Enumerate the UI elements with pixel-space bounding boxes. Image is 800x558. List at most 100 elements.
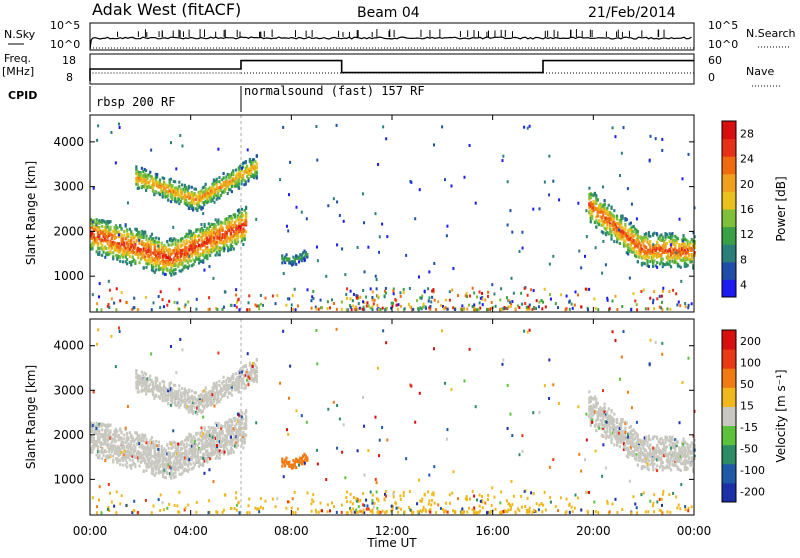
power-clutter: [246, 308, 248, 311]
power-clutter: [174, 301, 176, 304]
velocity-cell: [98, 456, 100, 459]
power-cell: [195, 188, 197, 191]
power-clutter: [372, 308, 374, 311]
power-speck: [549, 263, 551, 266]
power-cell: [138, 187, 140, 190]
velocity-cell: [206, 458, 208, 461]
power-cell: [178, 185, 180, 188]
power-cell: [590, 220, 592, 223]
power-clutter: [346, 287, 348, 290]
power-speck: [661, 138, 663, 141]
power-cell: [237, 240, 239, 243]
velocity-cell: [190, 433, 192, 436]
velocity-cell: [129, 458, 131, 461]
power-cell: [147, 241, 149, 244]
power-cell: [677, 237, 679, 240]
velocity-cell: [116, 430, 118, 433]
power-clutter: [362, 289, 364, 292]
power-speck: [446, 225, 448, 228]
power-cell: [591, 217, 593, 220]
power-cell: [234, 216, 236, 219]
velocity-cell: [174, 442, 176, 445]
power-speck: [679, 218, 681, 221]
power-cell: [691, 260, 693, 263]
velocity-cell: [111, 450, 113, 453]
power-cell: [197, 251, 199, 254]
power-cell: [138, 261, 140, 264]
power-cell: [186, 246, 188, 249]
power-clutter: [254, 304, 256, 307]
power-clutter: [428, 296, 430, 299]
power-cell: [256, 166, 258, 169]
power-speck: [682, 177, 684, 180]
power-speck: [343, 220, 345, 223]
velocity-cell: [194, 437, 196, 440]
power-cell: [145, 238, 147, 241]
power-clutter: [538, 301, 540, 304]
power-speck: [405, 254, 407, 257]
velocity-cell: [145, 373, 147, 376]
velocity-cell: [91, 451, 93, 454]
velocity-cell: [166, 444, 168, 447]
power-cell: [151, 233, 153, 236]
power-clutter: [662, 287, 664, 290]
power-clutter: [653, 290, 655, 293]
velocity-cell: [134, 449, 136, 452]
power-clutter: [116, 287, 118, 290]
power-cell: [239, 173, 241, 176]
power-cell: [232, 173, 234, 176]
nsky-tick-right-top: 10^5: [708, 19, 738, 32]
power-cell: [186, 249, 188, 252]
power-speck: [375, 275, 377, 278]
power-cell: [168, 244, 170, 247]
power-cell: [590, 196, 592, 199]
velocity-cell: [221, 432, 223, 435]
power-speck: [306, 217, 308, 220]
power-cell: [107, 225, 109, 228]
power-cell: [138, 242, 140, 245]
power-clutter: [160, 290, 162, 293]
power-clutter: [616, 308, 618, 311]
power-cell: [633, 239, 635, 242]
y-tick-label: 2000: [53, 224, 84, 238]
power-speck: [362, 192, 364, 195]
power-clutter: [678, 300, 680, 303]
power-clutter: [133, 297, 135, 300]
power-clutter: [216, 308, 218, 311]
power-clutter: [445, 306, 447, 309]
velocity-cell: [245, 420, 247, 423]
velocity-cell: [132, 459, 134, 462]
velocity-cell: [130, 442, 132, 445]
power-speck: [552, 180, 554, 183]
power-speck: [612, 126, 614, 129]
power-cell: [186, 242, 188, 245]
velocity-cell: [144, 459, 146, 462]
power-clutter: [451, 289, 453, 292]
power-clutter: [404, 307, 406, 310]
power-clutter: [649, 297, 651, 300]
power-cell: [199, 192, 201, 195]
power-clutter: [480, 297, 482, 300]
power-cell: [170, 273, 172, 276]
power-speck: [450, 184, 452, 187]
power-speck: [316, 159, 318, 162]
power-cell: [152, 237, 154, 240]
power-clutter: [691, 302, 693, 305]
power-speck: [170, 141, 172, 144]
power-speck: [255, 218, 257, 221]
power-cell: [155, 190, 157, 193]
power-clutter: [643, 288, 645, 291]
power-clutter: [606, 297, 608, 300]
power-cell: [598, 219, 600, 222]
power-cell: [613, 209, 615, 212]
power-clutter: [327, 307, 329, 310]
velocity-cell: [202, 457, 204, 460]
power-cell: [616, 217, 618, 220]
power-cell: [156, 173, 158, 176]
power-clutter: [399, 291, 401, 294]
power-speck: [452, 267, 454, 270]
power-cell: [205, 183, 207, 186]
power-speck: [203, 269, 205, 272]
power-speck: [518, 250, 520, 253]
power-clutter: [440, 304, 442, 307]
